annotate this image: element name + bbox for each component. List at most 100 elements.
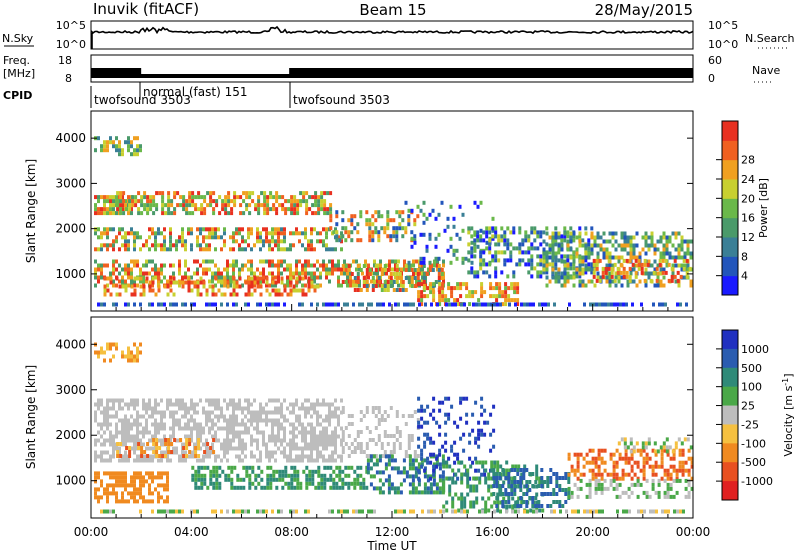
power-cell [163,227,166,232]
velocity-cell [139,491,142,496]
velocity-cell [244,454,247,459]
velocity-cell [262,410,265,415]
power-cell [614,247,618,252]
velocity-cell [571,509,574,514]
power-cell [272,195,276,200]
velocity-cell [283,450,286,455]
velocity-cell [292,406,295,411]
power-cell [592,302,595,307]
velocity-cell [420,464,424,469]
velocity-cell [124,483,127,488]
power-cell [456,282,460,287]
velocity-cell [666,486,670,491]
velocity-cell [106,438,109,443]
power-cell [176,203,180,208]
power-cell [223,280,227,285]
x-tick-label: 04:00 [174,525,209,539]
velocity-cell [663,478,667,483]
velocity-cell [322,434,325,439]
velocity-cell [100,398,103,403]
velocity-cell [377,418,381,422]
velocity-cell [277,430,280,435]
power-cell [287,199,291,204]
power-cell [581,283,585,288]
power-cell [256,302,259,307]
velocity-cell [127,354,130,359]
power-cell [665,239,669,244]
velocity-cell [413,454,417,458]
power-cell [587,246,591,251]
power-cell [161,203,165,208]
velocity-cell [387,486,391,491]
power-cell [504,302,508,307]
velocity-cell [182,446,186,450]
power-cell [151,280,155,285]
power-cell [103,203,106,208]
power-cell [677,255,681,260]
power-cell [223,276,227,281]
velocity-cell [313,430,316,435]
power-cell [572,234,576,239]
velocity-cell [106,491,109,496]
power-cell [295,283,298,288]
velocity-cell [271,434,274,439]
velocity-cell [639,482,643,487]
power-cell [575,270,579,275]
velocity-cell [295,398,298,403]
power-cell [422,200,426,205]
velocity-cell [555,484,559,488]
velocity-cell [487,508,491,513]
power-cell [287,207,291,212]
power-cell [584,251,588,256]
velocity-cell [597,464,601,469]
power-cell [530,254,534,259]
power-cell [346,275,349,280]
power-cell [109,280,113,285]
power-cell [590,226,594,231]
velocity-cell [265,402,268,407]
power-cell [599,247,603,252]
power-cell [272,203,276,208]
velocity-cell [148,398,151,403]
velocity-cell [344,465,348,470]
velocity-cell [408,482,412,487]
power-cell [274,243,277,248]
velocity-cell [328,434,331,439]
power-cell [166,284,170,289]
velocity-cell [136,491,139,496]
velocity-cell [229,398,232,403]
velocity-cell [277,509,280,514]
power-cell [583,302,586,307]
power-cell [412,271,415,276]
velocity-cell [432,416,436,421]
velocity-cell [325,434,328,439]
power-cell [404,276,408,280]
velocity-cell [576,464,580,469]
velocity-cell [395,414,399,418]
velocity-cell [112,483,115,488]
velocity-cell [160,442,163,447]
power-cell [353,288,357,292]
power-cell [310,247,313,252]
power-cell [584,258,588,263]
power-cell [386,288,390,292]
power-cell [224,199,228,204]
velocity-cell [305,465,309,470]
velocity-cell [238,454,241,459]
velocity-cell [498,488,502,492]
velocity-cell [591,468,595,473]
velocity-cell [209,481,213,486]
velocity-cell [403,509,406,514]
power-cell [676,302,679,307]
power-cell [398,272,402,276]
power-cell [299,191,303,196]
power-cell [379,263,382,268]
velocity-cell [492,476,496,480]
power-cell [548,279,552,284]
power-cell [289,267,292,272]
velocity-cell [241,410,244,415]
velocity-cell [505,460,509,465]
power-cell [229,235,232,240]
velocity-cell [140,450,144,454]
velocity-cell [145,471,148,476]
